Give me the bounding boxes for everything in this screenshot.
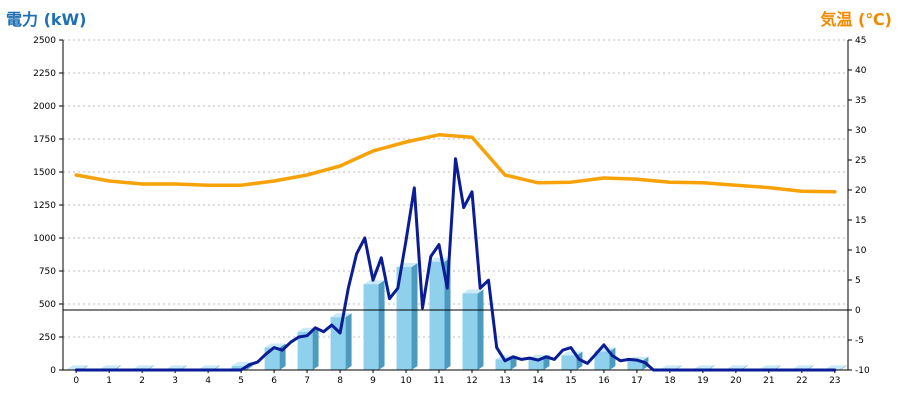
x-tick-label: 15 bbox=[565, 376, 576, 386]
bar-front bbox=[594, 351, 610, 370]
x-tick-label: 1 bbox=[106, 376, 112, 386]
left-tick-label: 1750 bbox=[33, 135, 56, 145]
x-tick-label: 8 bbox=[337, 376, 343, 386]
bar-side bbox=[477, 289, 484, 370]
bar-top bbox=[363, 280, 385, 285]
bar-top bbox=[792, 365, 814, 370]
x-tick-label: 22 bbox=[796, 376, 807, 386]
x-tick-label: 19 bbox=[697, 376, 709, 386]
bar-side bbox=[312, 327, 319, 370]
series-lines bbox=[74, 133, 837, 372]
x-tick-label: 16 bbox=[598, 376, 610, 386]
left-axis-title: 電力 (kW) bbox=[6, 10, 87, 29]
bar-top bbox=[264, 343, 286, 348]
x-tick-label: 12 bbox=[466, 376, 477, 386]
bar-top bbox=[726, 365, 748, 370]
right-tick-label: 35 bbox=[855, 96, 866, 106]
x-tick-label: 0 bbox=[73, 376, 79, 386]
x-tick-label: 4 bbox=[205, 376, 211, 386]
left-tick-label: 750 bbox=[39, 267, 56, 277]
x-tick-label: 7 bbox=[304, 376, 310, 386]
bar-side bbox=[345, 313, 352, 370]
right-tick-label: 10 bbox=[855, 246, 867, 256]
axes bbox=[59, 39, 852, 373]
right-axis-title: 気温 (℃) bbox=[820, 10, 892, 29]
bar-front bbox=[627, 360, 643, 370]
bar-top bbox=[99, 365, 121, 370]
left-tick-label: 500 bbox=[39, 300, 56, 310]
x-tick-label: 14 bbox=[532, 376, 544, 386]
x-tick-label: 20 bbox=[730, 376, 742, 386]
power-bars bbox=[66, 257, 847, 370]
x-tick-label: 23 bbox=[829, 376, 840, 386]
bar-front bbox=[462, 293, 478, 370]
bar-side bbox=[411, 263, 418, 370]
left-tick-label: 2000 bbox=[33, 102, 56, 112]
left-tick-label: 1500 bbox=[33, 168, 56, 178]
x-tick-label: 6 bbox=[271, 376, 277, 386]
x-tick-label: 11 bbox=[433, 376, 444, 386]
x-tick-label: 2 bbox=[139, 376, 145, 386]
x-tick-label: 17 bbox=[631, 376, 642, 386]
temperature-line bbox=[74, 133, 837, 194]
bar-top bbox=[462, 289, 484, 294]
right-tick-label: 30 bbox=[855, 126, 867, 136]
right-tick-label: 40 bbox=[855, 66, 867, 76]
bar-top bbox=[660, 365, 682, 370]
power-line bbox=[74, 157, 837, 372]
bar-front bbox=[396, 267, 412, 370]
bar-front bbox=[528, 358, 544, 370]
right-tick-label: 20 bbox=[855, 186, 867, 196]
left-tick-label: 250 bbox=[39, 333, 56, 343]
left-tick-label: 1000 bbox=[33, 234, 56, 244]
left-tick-label: 2250 bbox=[33, 69, 56, 79]
x-tick-label: 18 bbox=[664, 376, 676, 386]
x-tick-label: 13 bbox=[499, 376, 510, 386]
left-tick-label: 1250 bbox=[33, 201, 56, 211]
right-tick-label: 15 bbox=[855, 216, 866, 226]
x-tick-label: 10 bbox=[400, 376, 412, 386]
right-tick-label: 45 bbox=[855, 36, 866, 46]
bar-top bbox=[330, 313, 352, 318]
right-tick-label: -10 bbox=[855, 366, 870, 376]
bar-front bbox=[561, 355, 577, 370]
x-tick-label: 3 bbox=[172, 376, 178, 386]
x-tick-label: 21 bbox=[763, 376, 774, 386]
bar-front bbox=[429, 261, 445, 370]
x-tick-label: 5 bbox=[238, 376, 244, 386]
bar-side bbox=[378, 280, 385, 370]
bar-9 bbox=[363, 280, 385, 370]
bar-side bbox=[510, 355, 517, 370]
bar-top bbox=[693, 365, 715, 370]
right-tick-label: -5 bbox=[855, 336, 864, 346]
right-tick-label: 0 bbox=[855, 306, 861, 316]
x-tick-label: 9 bbox=[370, 376, 376, 386]
bar-top bbox=[66, 365, 88, 370]
bar-12 bbox=[462, 289, 484, 370]
bar-front bbox=[495, 359, 511, 370]
bar-top bbox=[165, 365, 187, 370]
bar-side bbox=[840, 365, 847, 370]
bar-top bbox=[132, 365, 154, 370]
right-tick-label: 5 bbox=[855, 276, 861, 286]
left-tick-label: 0 bbox=[50, 366, 56, 376]
bar-front bbox=[297, 331, 313, 370]
bar-top bbox=[759, 365, 781, 370]
bar-front bbox=[231, 366, 247, 370]
gridlines bbox=[63, 39, 848, 338]
bar-front bbox=[363, 284, 379, 370]
tick-labels: 02505007501000125015001750200022502500-1… bbox=[33, 36, 870, 386]
bar-top bbox=[825, 365, 847, 370]
bar-top bbox=[198, 365, 220, 370]
bar-top bbox=[429, 257, 451, 262]
right-tick-label: 25 bbox=[855, 156, 866, 166]
left-tick-label: 2500 bbox=[33, 36, 56, 46]
